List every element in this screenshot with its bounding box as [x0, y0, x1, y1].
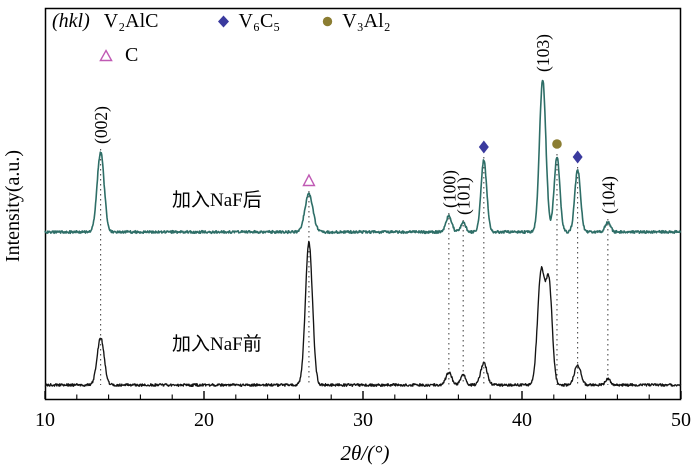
v3al2-circle-icon — [323, 16, 333, 27]
xrd-trace-before-naf — [44, 240, 682, 387]
peak-marker-circle — [552, 139, 562, 149]
legend-v6c5-label: V₆C₅ — [238, 10, 281, 32]
x-tick-label: 30 — [353, 409, 373, 431]
x-tick-label: 10 — [35, 409, 55, 431]
x-tick-label: 20 — [194, 409, 214, 431]
peak-marker-open-triangle — [302, 173, 316, 187]
x-tick-label: 50 — [671, 409, 691, 431]
peak-hkl-label: (100) — [439, 170, 459, 208]
plot-border — [44, 7, 682, 401]
x-tick-label: 40 — [512, 409, 532, 431]
carbon-triangle-icon — [99, 49, 113, 62]
legend-hkl-label: (hkl) — [52, 10, 90, 32]
xrd-trace-after-naf — [44, 79, 682, 235]
x-axis-title: 2θ/(°) — [340, 441, 390, 465]
legend-carbon-label: C — [125, 44, 139, 66]
trace-label-after-naf: 加入NaF后 — [172, 190, 262, 211]
legend-row-2: C — [99, 44, 138, 67]
peak-marker-diamond — [478, 140, 489, 154]
v6c5-diamond-icon — [217, 15, 229, 28]
legend-row-1: (hkl) V₂AlC V₆C₅ V₃Al₂ — [52, 10, 391, 33]
legend-v2alc-label: V₂AlC — [103, 10, 159, 32]
y-axis-title: Intensity(a.u.) — [2, 149, 24, 263]
peak-marker-diamond — [572, 150, 583, 164]
peak-hkl-label: (101) — [454, 177, 474, 215]
peak-hkl-label: (104) — [598, 176, 618, 214]
peak-hkl-label: (103) — [533, 34, 553, 72]
trace-label-before-naf: 加入NaF前 — [172, 334, 262, 355]
legend-v3al2-label: V₃Al₂ — [342, 10, 391, 32]
peak-hkl-label: (002) — [91, 106, 111, 144]
